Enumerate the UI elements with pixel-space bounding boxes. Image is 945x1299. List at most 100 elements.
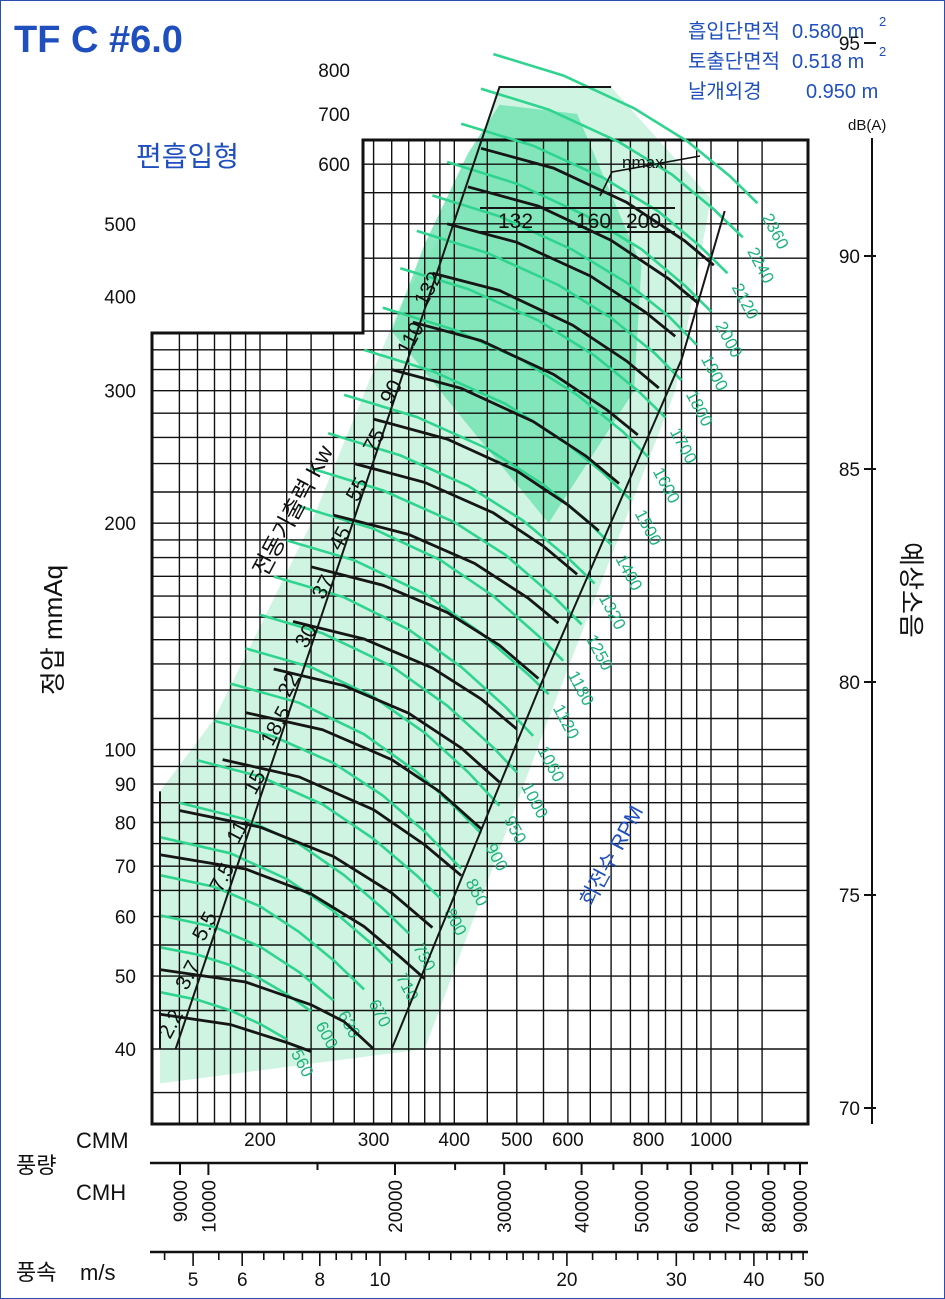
rpm-curve-1120 — [286, 539, 550, 696]
cmm-tick-500: 500 — [501, 1130, 533, 1151]
rpm-label-1600: 1600 — [649, 464, 684, 506]
flow-label: 풍량 — [16, 1153, 56, 1178]
y2-tick-70: 70 — [839, 1099, 860, 1120]
rpm-curve-900 — [230, 682, 482, 835]
eta-max-label: ηmax — [622, 153, 664, 172]
spec-outlet-area-label: 토출단면적 — [688, 50, 780, 73]
power-curve-5.5 — [159, 853, 426, 980]
rpm-label-2360: 2360 — [758, 210, 793, 252]
plot-outline — [150, 138, 810, 1126]
cmh-tick-30000: 30000 — [495, 1180, 516, 1233]
velocity-tick-6: 6 — [237, 1270, 248, 1291]
cmh-tick-80000: 80000 — [759, 1180, 780, 1233]
y-tick-90: 90 — [115, 775, 136, 796]
rpm-curve-1600 — [382, 306, 650, 459]
power-curve-90 — [412, 320, 639, 436]
power-curve-45 — [353, 462, 578, 576]
rpm-label-1900: 1900 — [697, 352, 732, 394]
cmm-tick-600: 600 — [552, 1130, 584, 1151]
velocity-tick-8: 8 — [315, 1270, 326, 1291]
y2-axis-label: 예상소음 — [896, 542, 926, 638]
rpm-curve-1000 — [259, 613, 518, 774]
y-tick-200: 200 — [104, 514, 136, 535]
cmh-label: CMH — [76, 1180, 126, 1205]
y-tick-70: 70 — [115, 857, 136, 878]
cmm-label: CMM — [76, 1128, 129, 1153]
y-tick-400: 400 — [104, 288, 136, 309]
power-curve-11 — [222, 758, 463, 877]
power-curve-18.5 — [273, 667, 501, 784]
rpm-curve-2240 — [480, 87, 744, 239]
cmm-tick-300: 300 — [358, 1130, 390, 1151]
rpm-curve-2120 — [460, 122, 729, 275]
rpm-curve-1800 — [416, 229, 683, 382]
y-tick-500: 500 — [104, 215, 136, 236]
y2-tick-75: 75 — [839, 886, 860, 907]
rpm-label-1500: 1500 — [631, 506, 666, 548]
cmh-tick-50000: 50000 — [633, 1180, 654, 1233]
y-tick-40: 40 — [115, 1040, 136, 1061]
cmh-tick-9000: 9000 — [171, 1180, 192, 1222]
cmm-tick-400: 400 — [438, 1130, 470, 1151]
rpm-curve-950 — [245, 647, 501, 807]
rpm-curve-630 — [159, 914, 335, 1002]
rpm-axis-label: 회전수 RPM — [576, 802, 648, 910]
velocity-unit: m/s — [80, 1260, 115, 1285]
rpm-curve-1320 — [327, 432, 596, 585]
rpm-label-1180: 1180 — [564, 668, 598, 709]
rpm-curve-750 — [179, 801, 410, 935]
power-curve-37 — [333, 513, 560, 625]
cmm-tick-200: 200 — [244, 1130, 276, 1151]
motor-kw-label-top-160: 160 — [576, 210, 611, 233]
power-curve-2.2 — [159, 1012, 312, 1053]
y2-tick-90: 90 — [839, 247, 860, 268]
spec-inlet-area-sup: 2 — [879, 14, 886, 29]
spec-inlet-area-value: 0.580 m — [792, 21, 864, 43]
power-curve-160 — [467, 185, 698, 304]
chart-subtitle: 편흡입형 — [136, 141, 239, 172]
y-tick-60: 60 — [115, 908, 136, 929]
power-curve-75 — [391, 368, 620, 485]
cmm-tick-800: 800 — [633, 1130, 665, 1151]
rpm-label-1000: 1000 — [517, 779, 552, 821]
chart-title: TF C #6.0 — [14, 19, 183, 61]
spec-outlet-area-value: 0.518 m — [792, 51, 864, 73]
cmh-tick-60000: 60000 — [682, 1180, 703, 1233]
rpm-label-2000: 2000 — [711, 318, 746, 360]
velocity-tick-30: 30 — [666, 1270, 687, 1291]
y-tick-50: 50 — [115, 967, 136, 988]
y-tick-700: 700 — [318, 105, 350, 126]
rpm-label-1700: 1700 — [666, 425, 701, 467]
rpm-curve-1250 — [310, 467, 583, 626]
rpm-curve-1060 — [273, 575, 535, 737]
rpm-curve-800 — [197, 759, 441, 899]
eta-max-leader — [599, 155, 701, 197]
y-tick-800: 800 — [318, 61, 350, 82]
spec-inlet-area-label: 흡입단면적 — [688, 20, 780, 43]
power-curve-15 — [245, 711, 482, 830]
velocity-label: 풍속 — [16, 1260, 56, 1285]
y-tick-300: 300 — [104, 382, 136, 403]
power-curve-55 — [373, 417, 600, 532]
velocity-tick-10: 10 — [369, 1270, 390, 1291]
velocity-tick-20: 20 — [556, 1270, 577, 1291]
rpm-label-2120: 2120 — [728, 280, 763, 322]
motor-kw-label-top-132: 132 — [498, 210, 533, 233]
rpm-curve-2360 — [493, 52, 759, 205]
rpm-curve-670 — [159, 873, 365, 991]
rpm-curve-850 — [214, 719, 463, 870]
y2-axis-unit: dB(A) — [848, 117, 886, 134]
spec-outlet-area-sup: 2 — [879, 44, 886, 59]
power-curve-110 — [432, 271, 660, 390]
velocity-tick-40: 40 — [743, 1270, 764, 1291]
velocity-tick-5: 5 — [188, 1270, 199, 1291]
power-curve-7.5 — [179, 809, 434, 929]
rpm-curve-710 — [159, 835, 393, 965]
spec-impeller-dia-label: 날개외경 — [688, 80, 762, 103]
power-curve-3.7 — [159, 968, 375, 1051]
y-axis-label: 정압 mmAq — [38, 565, 68, 695]
spec-block: 흡입단면적 0.580 m 2 토출단면적 0.518 m 2 날개외경 0.9… — [688, 14, 886, 103]
cmh-tick-40000: 40000 — [573, 1180, 594, 1233]
y-tick-80: 80 — [115, 814, 136, 835]
